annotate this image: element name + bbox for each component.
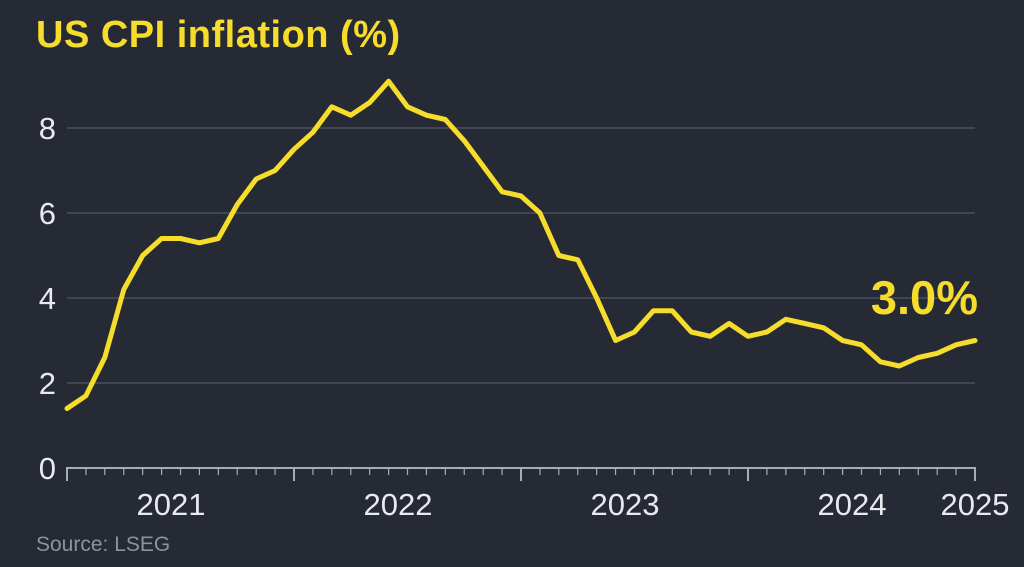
chart-title: US CPI inflation (%) — [36, 14, 401, 56]
source-label: Source: LSEG — [36, 533, 171, 556]
y-tick-label-6: 6 — [39, 196, 56, 231]
x-tick-label-2023: 2023 — [591, 487, 660, 522]
y-tick-label-8: 8 — [39, 111, 56, 146]
x-tick-label-2022: 2022 — [364, 487, 433, 522]
y-tick-label-0: 0 — [39, 451, 56, 486]
cpi-inflation-line — [64, 78, 978, 411]
x-tick-label-2021: 2021 — [137, 487, 206, 522]
y-tick-label-2: 2 — [39, 366, 56, 401]
x-tick-label-2024: 2024 — [818, 487, 887, 522]
y-tick-label-4: 4 — [39, 281, 56, 316]
latest-value-annotation: 3.0% — [870, 271, 978, 324]
x-tick-label-2025: 2025 — [941, 487, 1010, 522]
